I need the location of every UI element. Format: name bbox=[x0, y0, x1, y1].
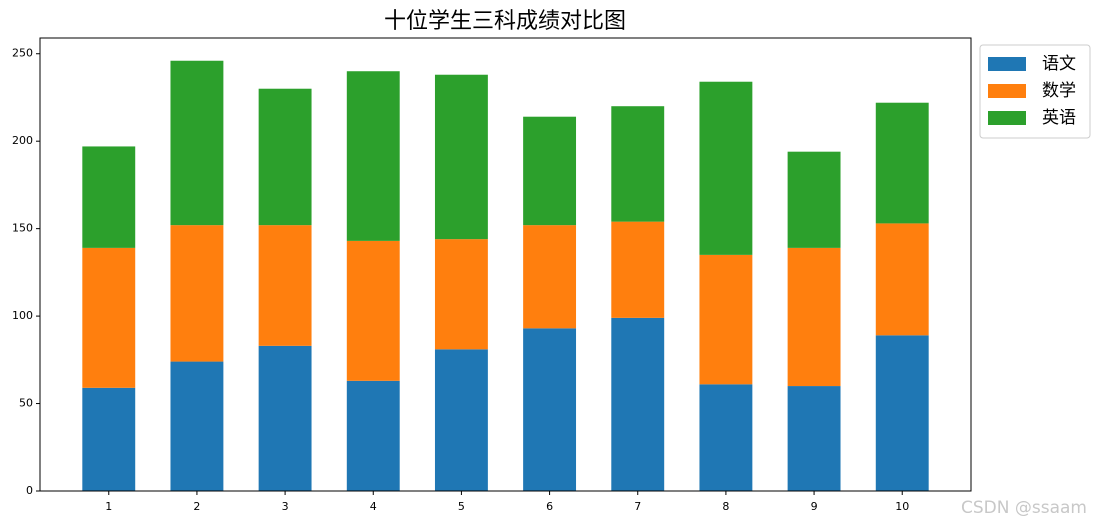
legend-label: 数学 bbox=[1042, 81, 1076, 101]
y-tick-label: 200 bbox=[12, 134, 33, 147]
y-tick-label: 100 bbox=[12, 309, 33, 322]
bar-segment bbox=[346, 380, 400, 491]
bar-segment bbox=[258, 88, 312, 226]
y-tick-label: 0 bbox=[26, 484, 33, 497]
bar-segment bbox=[82, 146, 136, 248]
watermark: CSDN @ssaam bbox=[961, 498, 1087, 518]
x-tick-label: 9 bbox=[811, 500, 818, 513]
legend-swatch bbox=[988, 111, 1026, 125]
x-tick-label: 6 bbox=[546, 500, 553, 513]
bar-segment bbox=[787, 247, 841, 387]
bar-segment bbox=[523, 225, 577, 329]
x-tick-label: 4 bbox=[370, 500, 377, 513]
y-tick-label: 250 bbox=[12, 47, 33, 60]
legend-label: 语文 bbox=[1042, 54, 1076, 74]
bar-segment bbox=[611, 106, 665, 222]
bar-segment bbox=[170, 225, 224, 362]
plot-frame bbox=[39, 37, 972, 492]
bar-segment bbox=[346, 240, 400, 381]
bar-segment bbox=[875, 223, 929, 336]
x-tick-label: 3 bbox=[282, 500, 289, 513]
bar-segment bbox=[523, 116, 577, 226]
x-tick-label: 7 bbox=[634, 500, 641, 513]
bar-segment bbox=[699, 384, 753, 491]
bar-segment bbox=[699, 81, 753, 255]
legend-swatch bbox=[988, 84, 1026, 98]
bar-segment bbox=[170, 60, 224, 226]
bar-segment bbox=[434, 349, 488, 491]
x-tick-label: 1 bbox=[105, 500, 112, 513]
bar-segment bbox=[346, 71, 400, 241]
x-tick-label: 10 bbox=[895, 500, 909, 513]
legend-swatch bbox=[988, 57, 1026, 71]
x-tick-label: 2 bbox=[193, 500, 200, 513]
bar-segment bbox=[523, 328, 577, 491]
bar-segment bbox=[611, 221, 665, 318]
bar-segment bbox=[875, 335, 929, 491]
bar-segment bbox=[82, 247, 136, 388]
bar-segment bbox=[787, 386, 841, 491]
bar-segment bbox=[875, 102, 929, 224]
chart-title: 十位学生三科成绩对比图 bbox=[384, 9, 626, 34]
bar-segment bbox=[258, 345, 312, 491]
bar-segment bbox=[611, 317, 665, 491]
x-tick-label: 5 bbox=[458, 500, 465, 513]
x-tick-label: 8 bbox=[722, 500, 729, 513]
bar-segment bbox=[82, 387, 136, 491]
y-tick-label: 50 bbox=[19, 397, 33, 410]
y-tick-label: 150 bbox=[12, 222, 33, 235]
legend-label: 英语 bbox=[1042, 108, 1076, 128]
bar-segment bbox=[699, 254, 753, 385]
bar-segment bbox=[434, 74, 488, 240]
bar-segment bbox=[787, 151, 841, 248]
bar-segment bbox=[170, 361, 224, 491]
bar-segment bbox=[258, 225, 312, 346]
bar-segment bbox=[434, 239, 488, 350]
